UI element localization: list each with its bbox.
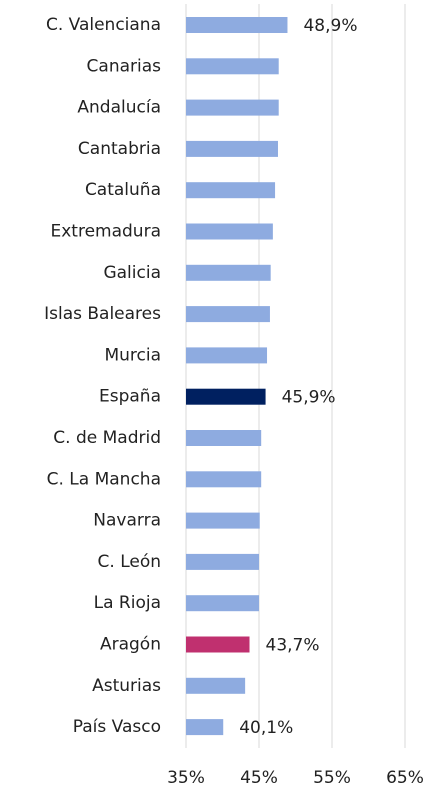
bar bbox=[186, 223, 273, 240]
bar bbox=[186, 677, 246, 694]
bar bbox=[186, 306, 270, 323]
category-label: La Rioja bbox=[94, 593, 161, 613]
category-label: Asturias bbox=[92, 676, 161, 696]
category-label: Islas Baleares bbox=[44, 304, 161, 324]
x-tick-label: 65% bbox=[386, 768, 424, 788]
bar bbox=[186, 553, 259, 570]
value-label: 43,7% bbox=[266, 636, 320, 656]
category-label: C. La Mancha bbox=[47, 469, 161, 489]
category-label: Cataluña bbox=[85, 180, 161, 200]
category-label: C. de Madrid bbox=[53, 428, 161, 448]
value-label: 40,1% bbox=[239, 718, 293, 738]
bar bbox=[186, 388, 266, 405]
category-label: País Vasco bbox=[73, 717, 161, 737]
bar bbox=[186, 140, 278, 157]
category-label: España bbox=[99, 387, 161, 407]
bar bbox=[186, 719, 224, 736]
value-label: 45,9% bbox=[282, 388, 336, 408]
bar bbox=[186, 471, 262, 488]
category-label: Galicia bbox=[103, 263, 161, 283]
bar bbox=[186, 58, 279, 75]
bar bbox=[186, 264, 271, 281]
category-label: Murcia bbox=[104, 345, 161, 365]
category-label: Aragón bbox=[100, 635, 161, 655]
category-label: C. León bbox=[98, 552, 161, 572]
category-label: Cantabria bbox=[78, 139, 161, 159]
bar bbox=[186, 99, 279, 116]
category-label: Extremadura bbox=[51, 222, 162, 242]
bar bbox=[186, 182, 276, 199]
bar bbox=[186, 595, 259, 612]
category-label: C. Valenciana bbox=[46, 15, 161, 35]
bar bbox=[186, 17, 288, 33]
value-label: 48,9% bbox=[303, 16, 357, 36]
category-label: Canarias bbox=[87, 56, 162, 76]
bar bbox=[186, 347, 268, 364]
x-tick-label: 35% bbox=[167, 768, 205, 788]
category-label: Andalucía bbox=[77, 98, 161, 118]
bar bbox=[186, 512, 260, 529]
bar bbox=[186, 636, 250, 653]
x-tick-label: 45% bbox=[240, 768, 278, 788]
category-label: Navarra bbox=[93, 511, 161, 531]
x-tick-label: 55% bbox=[313, 768, 351, 788]
bar bbox=[186, 430, 262, 446]
